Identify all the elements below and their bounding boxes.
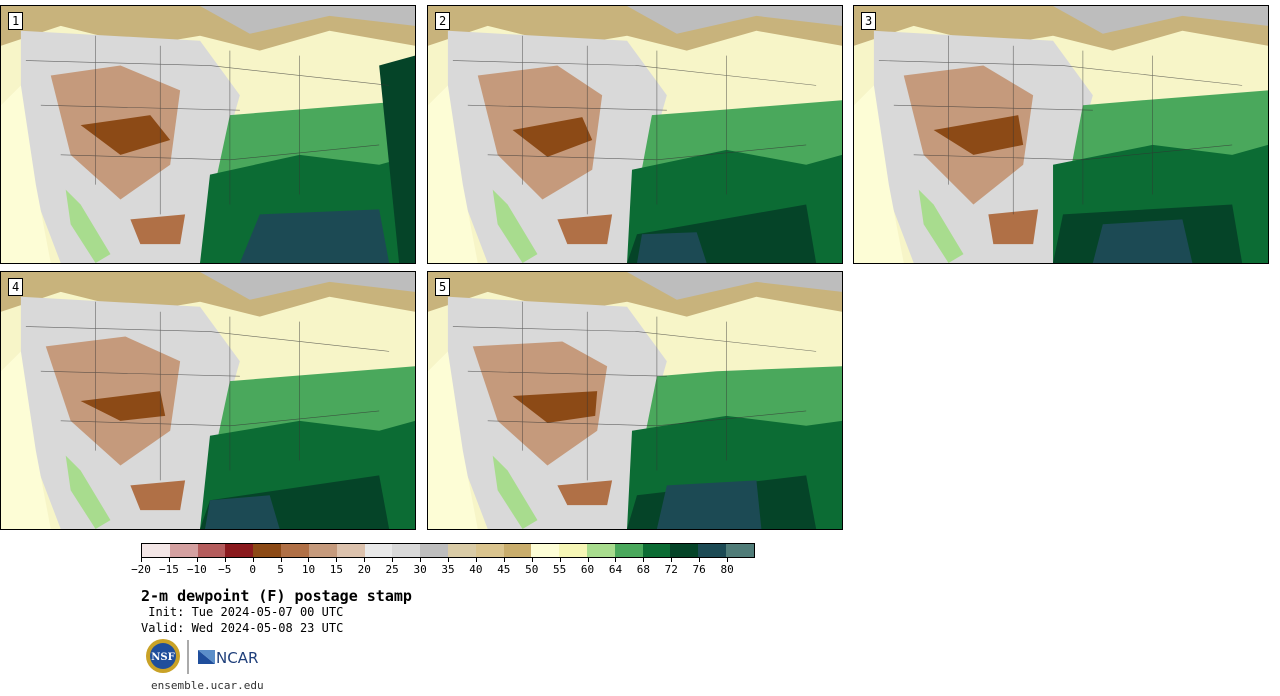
colorbar-tick-mark [587,557,589,562]
colorbar-tick-label: 35 [441,563,455,576]
colorbar-tick-label: 20 [357,563,371,576]
colorbar-tick-label: −10 [186,563,207,576]
colorbar-tick-mark [364,557,366,562]
valid-time: Valid: Wed 2024-05-08 23 UTC [141,621,344,635]
colorbar-tick-label: 30 [413,563,427,576]
colorbar-tick-mark [280,557,282,562]
map-panel-4[interactable]: 4 [0,271,416,530]
colorbar-tick-mark [475,557,477,562]
nsf-logo-text: NSF [151,652,174,663]
colorbar-segment [308,544,337,557]
dewpoint-map [1,272,415,529]
colorbar-tick-mark [420,557,422,562]
colorbar-segment [197,544,226,557]
colorbar-tick-label: 40 [469,563,483,576]
colorbar-tick-label: 45 [497,563,511,576]
colorbar-segment [447,544,476,557]
colorbar-tick-mark [559,557,561,562]
colorbar-tick-labels: −20 −15 −10 −5 0 5 10 15 20 25 30 35 40 45 50 55 60 64 68 7… [131,557,755,577]
colorbar-tick-label: 15 [329,563,343,576]
nsf-logo-icon: NSF [146,639,180,673]
map-panel-2[interactable]: 2 [427,5,843,264]
colorbar-tick-mark [531,557,533,562]
ncar-logo-text: NCAR [216,649,258,667]
colorbar-tick-label: 68 [636,563,650,576]
map-panel-3[interactable]: 3 [853,5,1269,264]
colorbar-tick-mark [196,557,198,562]
dewpoint-map [428,6,842,263]
colorbar-segment [364,544,393,557]
colorbar-tick-label: 25 [385,563,399,576]
colorbar-tick-label: 55 [553,563,567,576]
colorbar-tick-mark [448,557,449,562]
colorbar-segment [169,544,198,557]
website-link[interactable]: ensemble.ucar.edu [151,679,264,692]
colorbar-tick-mark [671,557,673,562]
colorbar-tick-label: −5 [218,563,232,576]
colorbar-segment [420,544,448,557]
colorbar-segment [142,544,170,557]
colorbar-segment [281,544,309,557]
colorbar-segment [614,544,643,557]
panel-number-label: 1 [8,12,24,30]
colorbar-segment [587,544,615,557]
colorbar-tick-mark [336,557,338,562]
colorbar-tick-label: 60 [580,563,595,576]
panel-number-label: 5 [435,278,451,296]
colorbar-tick-mark [252,557,254,562]
colorbar-tick-mark [643,557,645,562]
product-title: 2-m dewpoint (F) postage stamp [141,587,412,605]
map-panel-1[interactable]: 1 [0,5,416,264]
ncar-logo-icon: NCAR [198,649,258,667]
colorbar-tick-label: 80 [720,563,734,576]
init-time: Init: Tue 2024-05-07 00 UTC [141,605,344,619]
colorbar-segment [670,544,699,557]
logos: NSF NCAR [145,638,275,678]
colorbar-tick-label: 76 [692,563,706,576]
colorbar-segment [253,544,282,557]
colorbar-tick-mark [308,557,310,562]
panel-number-label: 3 [861,12,877,30]
colorbar-tick-mark [503,557,505,562]
panel-number-label: 4 [8,278,24,296]
colorbar-segment [225,544,254,557]
colorbar-segment [336,544,365,557]
colorbar-tick-label: 64 [608,563,623,576]
colorbar-segment [698,544,727,557]
colorbar-segment [531,544,560,557]
colorbar-tick-label: −15 [158,563,179,576]
colorbar-tick-label: 72 [664,563,678,576]
colorbar-tick-mark [727,557,729,562]
dewpoint-map [854,6,1268,263]
colorbar-segment [503,544,532,557]
colorbar-tick-mark [392,557,394,562]
colorbar-tick-mark [224,557,226,562]
map-panel-5[interactable]: 5 [427,271,843,530]
panel-number-label: 2 [435,12,451,30]
dewpoint-colorbar [141,543,755,558]
colorbar-segment [559,544,587,557]
colorbar-tick-label: −20 [131,563,151,576]
colorbar-tick-mark [141,557,142,562]
colorbar-tick-label: 5 [277,563,284,576]
colorbar-tick-label: 10 [301,563,316,576]
colorbar-segment [392,544,421,557]
colorbar-tick-mark [168,557,170,562]
colorbar-tick-label: 0 [249,563,256,576]
colorbar-tick-mark [615,557,617,562]
dewpoint-map [428,272,842,529]
colorbar-segment [642,544,671,557]
colorbar-tick-mark [699,557,701,562]
colorbar-segment [475,544,504,557]
colorbar-tick-label: 50 [525,563,539,576]
dewpoint-map [1,6,415,263]
colorbar-segment [726,544,754,557]
